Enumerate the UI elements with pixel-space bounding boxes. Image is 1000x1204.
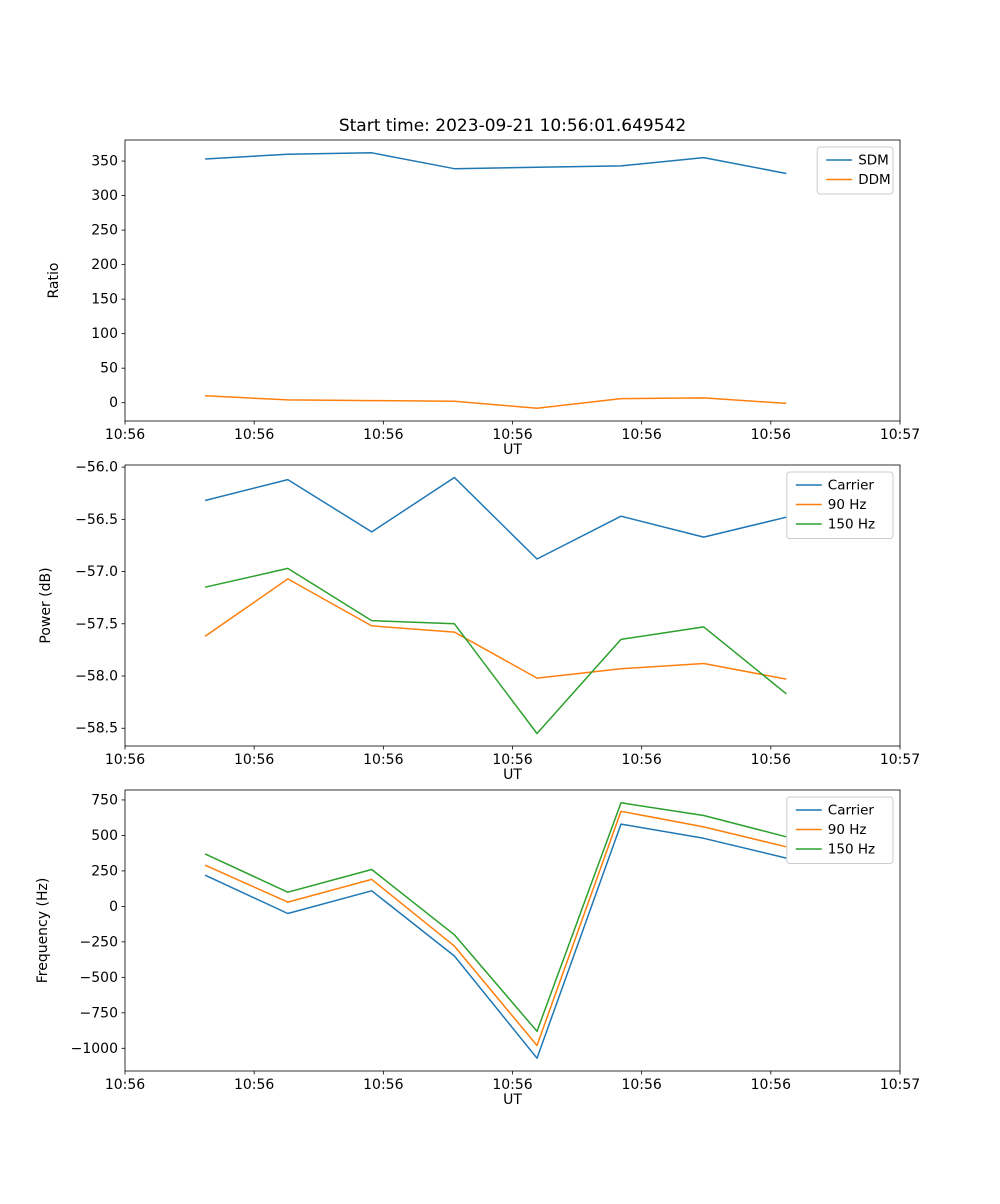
y-tick-label: 100	[91, 326, 118, 342]
x-tick-label: 10:56	[105, 427, 145, 443]
y-tick-label: 300	[91, 188, 118, 204]
x-tick-label: 10:56	[105, 1077, 145, 1093]
series-line-carrier	[204, 476, 787, 560]
y-tick-label: 0	[109, 899, 118, 915]
legend-label-90-hz: 90 Hz	[828, 497, 867, 513]
y-tick-label: 250	[91, 863, 118, 879]
x-tick-label: 10:56	[621, 1077, 661, 1093]
y-tick-label: −56.0	[75, 460, 118, 476]
y-tick-label: 750	[91, 792, 118, 808]
x-tick-label: 10:56	[751, 1077, 791, 1093]
legend: Carrier 90 Hz 150 Hz	[786, 471, 894, 539]
legend-box	[786, 471, 894, 539]
plot-area	[125, 465, 900, 746]
y-tick-label: −58.5	[75, 721, 118, 737]
y-tick-label: 200	[91, 257, 118, 273]
legend-label-150-hz: 150 Hz	[828, 842, 875, 858]
y-tick-label: 50	[100, 361, 118, 377]
x-tick-label: 10:56	[621, 752, 661, 768]
y-tick-label: −56.5	[75, 512, 118, 528]
x-tick-label: 10:56	[234, 427, 274, 443]
axes-spines	[124, 464, 901, 747]
x-tick-label: 10:56	[105, 752, 145, 768]
series-line-90-hz	[204, 578, 787, 680]
y-tick-label: −58.0	[75, 669, 118, 685]
x-tick-label: 10:57	[880, 427, 920, 443]
y-tick-label: 0	[109, 395, 118, 411]
y-tick-label: 250	[91, 223, 118, 239]
x-tick-label: 10:57	[880, 1077, 920, 1093]
legend-box	[786, 796, 894, 864]
y-tick-label: −750	[80, 1005, 118, 1021]
y-tick-label: 150	[91, 292, 118, 308]
axes-spines	[124, 789, 901, 1072]
x-axis-label: UT	[503, 767, 522, 783]
x-tick-label: 10:56	[492, 427, 532, 443]
legend-box	[816, 146, 894, 195]
y-axis-label: Frequency (Hz)	[35, 878, 51, 984]
x-tick-label: 10:56	[234, 752, 274, 768]
chart-3: 10:56 10:56 10:56 10:56 10:56 10:56 10:57 −1000…	[35, 789, 920, 1108]
series-line-90-hz	[204, 810, 787, 1047]
legend: SDM DDM	[816, 146, 894, 195]
y-axis-label: Ratio	[46, 263, 62, 299]
series-line-carrier	[204, 823, 787, 1059]
axes-spines	[124, 139, 901, 422]
y-axis-label: Power (dB)	[38, 567, 54, 643]
y-tick-label: −57.0	[75, 564, 118, 580]
plot-area	[125, 140, 900, 421]
x-tick-label: 10:56	[492, 752, 532, 768]
y-tick-label: −250	[80, 934, 118, 950]
legend-label-carrier: Carrier	[828, 478, 875, 494]
x-tick-label: 10:57	[880, 752, 920, 768]
chart-2: 10:56 10:56 10:56 10:56 10:56 10:56 10:57 −58.5…	[38, 460, 920, 783]
y-tick-label: 500	[91, 828, 118, 844]
y-tick-label: −1000	[71, 1041, 118, 1057]
legend-label-sdm: SDM	[858, 153, 889, 169]
x-tick-label: 10:56	[751, 427, 791, 443]
series-line-ddm	[205, 395, 787, 409]
series-line-150-hz	[204, 802, 787, 1033]
legend-label-90-hz: 90 Hz	[828, 822, 867, 838]
series-line-150-hz	[204, 567, 787, 735]
x-tick-label: 10:56	[621, 427, 661, 443]
x-axis-label: UT	[503, 442, 522, 458]
y-tick-label: −500	[80, 970, 118, 986]
x-tick-label: 10:56	[363, 427, 403, 443]
legend-label-ddm: DDM	[858, 172, 890, 188]
series-line-sdm	[205, 152, 787, 175]
chart-title: Start time: 2023-09-21 10:56:01.649542	[339, 116, 686, 136]
legend-label-carrier: Carrier	[828, 803, 875, 819]
legend-label-150-hz: 150 Hz	[828, 517, 875, 533]
y-tick-label: 350	[91, 154, 118, 170]
x-tick-label: 10:56	[751, 752, 791, 768]
legend: Carrier 90 Hz 150 Hz	[786, 796, 894, 864]
plot-area	[125, 790, 900, 1071]
x-tick-label: 10:56	[363, 752, 403, 768]
x-tick-label: 10:56	[363, 1077, 403, 1093]
y-tick-label: −57.5	[75, 616, 118, 632]
x-tick-label: 10:56	[234, 1077, 274, 1093]
x-tick-label: 10:56	[492, 1077, 532, 1093]
x-axis-label: UT	[503, 1092, 522, 1108]
chart-1: 10:56 10:56 10:56 10:56 10:56 10:56 10:57 0 50 10…	[46, 116, 920, 458]
